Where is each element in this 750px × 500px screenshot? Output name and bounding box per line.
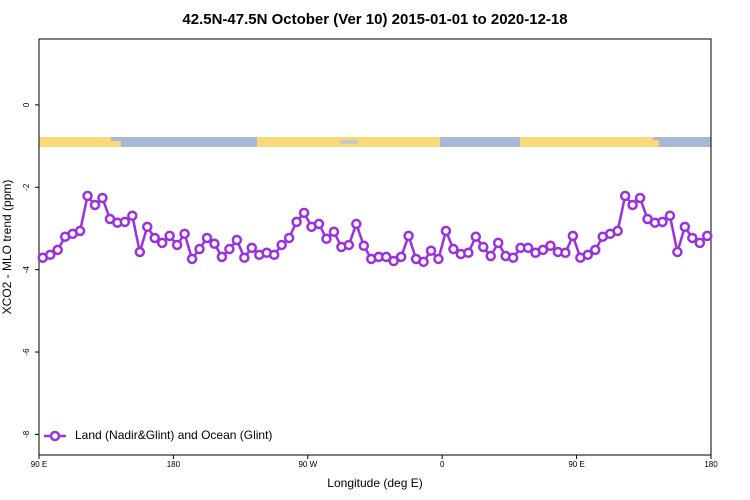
data-point — [351, 218, 362, 230]
data-point — [231, 234, 243, 246]
x-tick-label: 180 — [167, 460, 181, 469]
data-point — [209, 238, 220, 249]
data-point — [239, 252, 250, 263]
data-point — [224, 243, 235, 255]
x-tick-label: 180 — [704, 460, 718, 469]
data-point — [164, 230, 175, 242]
data-point — [358, 240, 370, 252]
data-point — [702, 230, 713, 242]
data-point — [82, 190, 93, 202]
data-point — [687, 232, 698, 244]
data-point — [627, 199, 638, 211]
data-point — [567, 230, 579, 242]
data-point — [276, 239, 287, 251]
y-tick-label: -2 — [22, 183, 31, 191]
x-tick-label: 90 E — [31, 460, 47, 469]
data-point — [418, 256, 429, 268]
data-point — [679, 221, 691, 233]
data-point — [343, 239, 355, 251]
legend-marker — [49, 430, 61, 442]
data-point — [522, 242, 534, 254]
data-point — [142, 221, 153, 233]
data-point — [127, 210, 138, 221]
data-point — [268, 249, 280, 261]
data-point — [291, 216, 302, 228]
data-point — [52, 244, 63, 256]
data-point — [492, 237, 504, 249]
data-point — [485, 250, 496, 262]
lake-band — [340, 140, 358, 144]
y-tick-label: -8 — [22, 430, 31, 438]
data-point — [380, 251, 392, 263]
data-point — [664, 210, 676, 221]
x-tick-label: 90 W — [298, 460, 317, 469]
data-point — [171, 239, 183, 251]
data-point — [328, 226, 340, 238]
data-point — [313, 218, 325, 230]
data-point — [298, 207, 310, 219]
data-point — [560, 247, 571, 259]
data-point — [619, 190, 631, 202]
data-point — [44, 249, 56, 261]
data-point — [388, 255, 399, 267]
x-tick-label: 0 — [440, 460, 445, 469]
data-point — [612, 225, 623, 237]
y-axis-label: XCO2 - MLO trend (ppm) — [0, 180, 14, 315]
data-point — [216, 251, 228, 263]
land-ocean-band — [39, 137, 711, 147]
data-point — [507, 252, 519, 263]
data-point — [470, 231, 482, 242]
data-point — [657, 216, 668, 228]
data-point — [149, 232, 160, 244]
land-band — [39, 137, 111, 147]
data-point — [156, 237, 168, 249]
data-point — [201, 232, 213, 244]
data-point — [119, 216, 131, 228]
data-point — [537, 244, 549, 256]
data-point — [395, 251, 407, 263]
data-point — [89, 199, 101, 211]
land-band — [111, 141, 121, 147]
data-point — [440, 225, 452, 237]
data-point — [246, 242, 258, 254]
data-point — [433, 253, 444, 265]
y-tick-label: 0 — [22, 102, 31, 107]
data-point — [194, 243, 205, 255]
data-point — [425, 245, 437, 256]
data-point — [186, 253, 198, 265]
data-point — [545, 240, 556, 252]
x-tick-label: 90 E — [568, 460, 584, 469]
data-point — [672, 246, 683, 258]
data-point — [590, 244, 601, 256]
data-point — [403, 230, 414, 242]
data-point — [97, 192, 108, 204]
data-point — [634, 192, 646, 204]
data-point — [74, 225, 86, 237]
data-point — [321, 233, 332, 245]
chart-title: 42.5N-47.5N October (Ver 10) 2015-01-01 … — [182, 11, 567, 28]
land-band — [653, 140, 659, 147]
data-point — [694, 237, 706, 249]
plot-frame — [38, 38, 712, 456]
data-point — [134, 246, 146, 258]
legend-label: Land (Nadir&Glint) and Ocean (Glint) — [75, 428, 272, 442]
data-point — [448, 243, 459, 255]
y-tick-label: -6 — [22, 348, 31, 356]
data-point — [463, 247, 474, 259]
land-band — [520, 137, 653, 147]
data-point — [179, 228, 190, 240]
x-axis-label: Longitude (deg E) — [327, 476, 422, 490]
data-point — [582, 249, 594, 261]
data-point — [283, 232, 295, 244]
y-tick-label: -4 — [22, 266, 31, 274]
data-point — [478, 241, 489, 253]
